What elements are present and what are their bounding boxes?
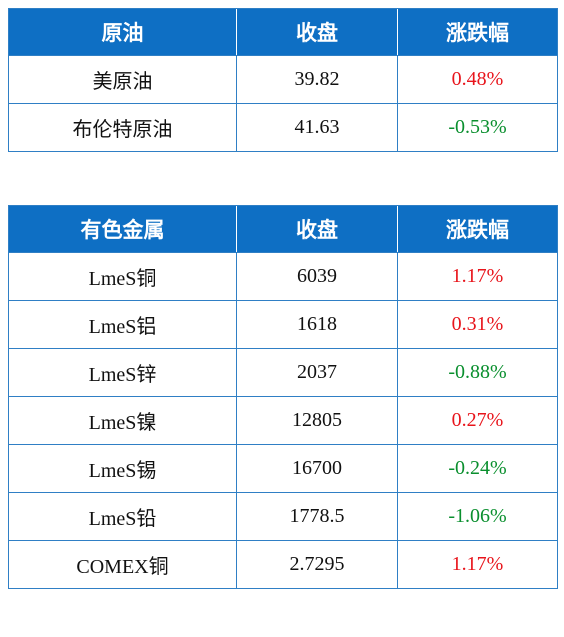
change-percent: -0.24%	[397, 444, 558, 493]
commodity-name: LmeS铝	[8, 300, 237, 349]
change-percent: -1.06%	[397, 492, 558, 541]
column-header-close: 收盘	[236, 205, 398, 253]
change-percent: 0.48%	[397, 55, 558, 104]
table-row: LmeS锡 16700 -0.24%	[8, 444, 558, 493]
commodity-name: LmeS铅	[8, 492, 237, 541]
table-header-row: 有色金属 收盘 涨跌幅	[8, 205, 558, 253]
nonferrous-metals-table: 有色金属 收盘 涨跌幅 LmeS铜 6039 1.17% LmeS铝 1618 …	[8, 205, 558, 589]
column-header-category: 有色金属	[8, 205, 237, 253]
column-header-close: 收盘	[236, 8, 398, 56]
close-price: 39.82	[236, 55, 398, 104]
column-header-category: 原油	[8, 8, 237, 56]
close-price: 1778.5	[236, 492, 398, 541]
crude-oil-table: 原油 收盘 涨跌幅 美原油 39.82 0.48% 布伦特原油 41.63 -0…	[8, 8, 558, 152]
table-row: COMEX铜 2.7295 1.17%	[8, 540, 558, 589]
table-row: 美原油 39.82 0.48%	[8, 55, 558, 104]
table-row: LmeS镍 12805 0.27%	[8, 396, 558, 445]
commodity-name: 美原油	[8, 55, 237, 104]
close-price: 2037	[236, 348, 398, 397]
column-header-change: 涨跌幅	[397, 205, 558, 253]
close-price: 1618	[236, 300, 398, 349]
close-price: 2.7295	[236, 540, 398, 589]
table-row: LmeS铅 1778.5 -1.06%	[8, 492, 558, 541]
table-row: 布伦特原油 41.63 -0.53%	[8, 103, 558, 152]
commodity-name: COMEX铜	[8, 540, 237, 589]
change-percent: 0.27%	[397, 396, 558, 445]
commodity-name: LmeS锡	[8, 444, 237, 493]
change-percent: 0.31%	[397, 300, 558, 349]
change-percent: -0.53%	[397, 103, 558, 152]
commodity-name: LmeS镍	[8, 396, 237, 445]
table-header-row: 原油 收盘 涨跌幅	[8, 8, 558, 56]
change-percent: 1.17%	[397, 252, 558, 301]
commodity-name: LmeS铜	[8, 252, 237, 301]
close-price: 12805	[236, 396, 398, 445]
change-percent: -0.88%	[397, 348, 558, 397]
close-price: 41.63	[236, 103, 398, 152]
change-percent: 1.17%	[397, 540, 558, 589]
table-row: LmeS锌 2037 -0.88%	[8, 348, 558, 397]
table-row: LmeS铝 1618 0.31%	[8, 300, 558, 349]
column-header-change: 涨跌幅	[397, 8, 558, 56]
commodity-name: 布伦特原油	[8, 103, 237, 152]
commodity-name: LmeS锌	[8, 348, 237, 397]
close-price: 16700	[236, 444, 398, 493]
close-price: 6039	[236, 252, 398, 301]
table-row: LmeS铜 6039 1.17%	[8, 252, 558, 301]
